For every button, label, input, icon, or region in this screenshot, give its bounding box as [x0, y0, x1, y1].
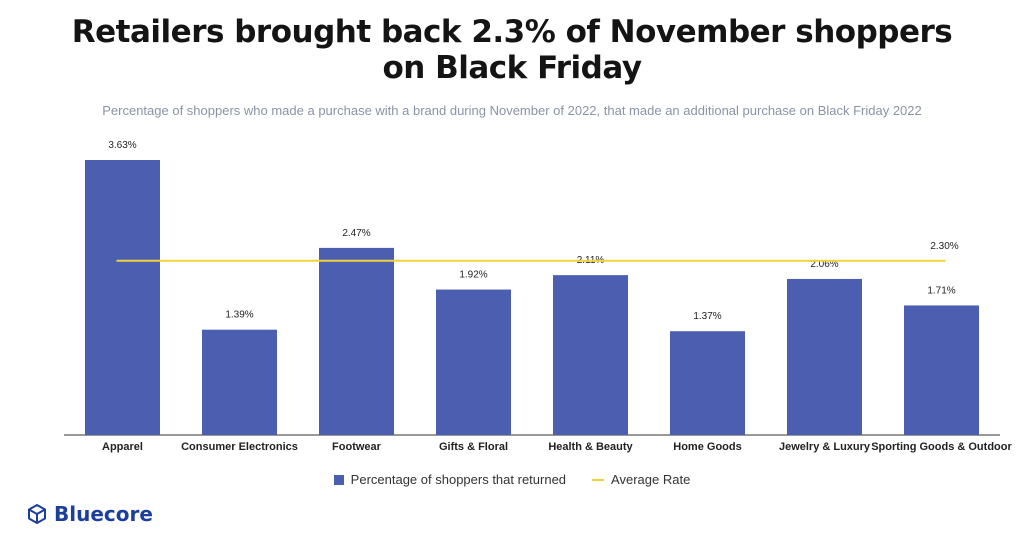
bar-value-label: 1.92% — [459, 270, 487, 281]
chart-legend: Percentage of shoppers that returned Ave… — [0, 472, 1024, 487]
legend-label-bars: Percentage of shoppers that returned — [350, 472, 567, 487]
chart-subtitle: Percentage of shoppers who made a purcha… — [102, 103, 922, 118]
bar — [553, 275, 628, 435]
brand-name: Bluecore — [54, 502, 153, 526]
brand-logo: Bluecore — [26, 502, 153, 526]
legend-item-bars: Percentage of shoppers that returned — [333, 472, 567, 487]
x-tick-label: Sporting Goods & Outdoor — [871, 441, 1012, 453]
chart-title-line-2: on Black Friday — [382, 50, 642, 86]
x-tick-label: Apparel — [102, 441, 143, 453]
bar — [904, 305, 979, 435]
bar-value-label: 1.71% — [927, 285, 955, 296]
cube-logo-icon — [28, 504, 46, 524]
legend-swatch-bars — [333, 474, 344, 485]
bar — [319, 247, 394, 435]
bar — [670, 331, 745, 435]
bar — [85, 160, 160, 435]
x-tick-label: Gifts & Floral — [439, 441, 508, 453]
bar-value-label: 2.47% — [342, 228, 370, 239]
x-tick-label: Consumer Electronics — [181, 441, 298, 453]
x-tick-label: Jewelry & Luxury — [779, 441, 871, 453]
legend-swatch-average — [592, 478, 605, 481]
average-rate-label: 2.30% — [930, 241, 958, 252]
x-tick-label: Footwear — [332, 441, 382, 453]
bar-value-label: 2.06% — [810, 259, 838, 270]
legend-label-average: Average Rate — [611, 472, 691, 487]
bar-value-label: 1.39% — [225, 310, 253, 321]
bar-value-label: 1.37% — [693, 311, 721, 322]
chart-title: Retailers brought back 2.3% of November … — [0, 14, 1024, 86]
x-tick-label: Health & Beauty — [548, 441, 633, 453]
bar-value-label: 3.63% — [108, 140, 136, 151]
bar — [202, 329, 277, 435]
bar — [787, 278, 862, 435]
chart-title-line-1: Retailers brought back 2.3% of November … — [71, 14, 953, 50]
legend-item-average: Average Rate — [592, 472, 690, 487]
x-tick-label: Home Goods — [673, 441, 741, 453]
bar — [436, 289, 511, 435]
